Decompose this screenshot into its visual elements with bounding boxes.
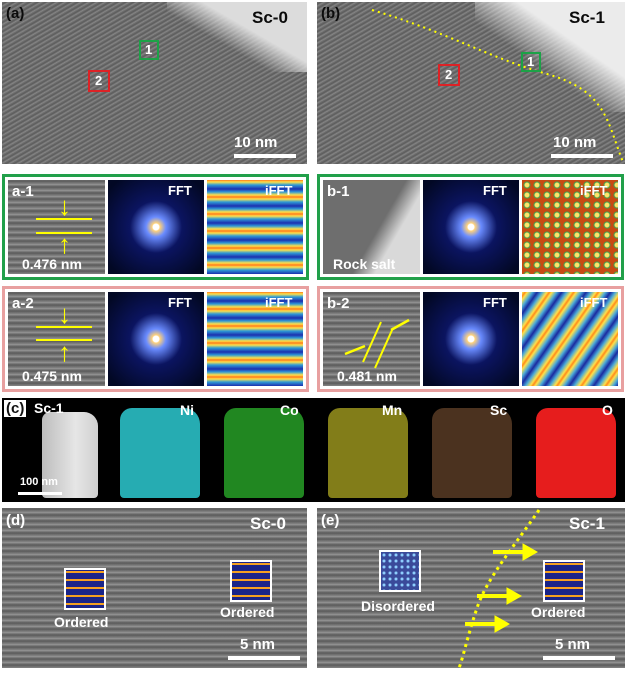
eds-map-co: Co bbox=[210, 398, 311, 502]
panel-e-image: (e) Sc-1 Disordered Ordered 5 nm bbox=[317, 508, 625, 668]
panel-d-label-left: Ordered bbox=[54, 614, 109, 630]
panel-e-scalebar-label: 5 nm bbox=[555, 636, 591, 653]
panel-b1-fft: FFT bbox=[423, 180, 519, 274]
panel-a-scalebar-label: 10 nm bbox=[234, 134, 278, 151]
panel-b-box-2: 2 bbox=[438, 64, 460, 86]
panel-b2-hrtem: b-2 0.481 nm bbox=[323, 292, 420, 386]
panel-a2-hrtem: a-2 ↓ ↑ 0.475 nm bbox=[8, 292, 105, 386]
panel-a1-hrtem: a-1 ↓ ↑ 0.476 nm bbox=[8, 180, 105, 274]
panel-b2-fft: FFT bbox=[423, 292, 519, 386]
panel-a2-fft: FFT bbox=[108, 292, 204, 386]
panel-d-label-right: Ordered bbox=[220, 604, 275, 620]
eds-label-o: O bbox=[602, 402, 613, 418]
panel-b-boundary-line bbox=[371, 9, 624, 163]
panel-e-sample: Sc-1 bbox=[569, 514, 605, 533]
panel-b-sample: Sc-1 bbox=[569, 8, 605, 27]
panel-a-scalebar bbox=[234, 154, 296, 158]
panel-a1-frame: a-1 ↓ ↑ 0.476 nm FFT iFFT bbox=[2, 174, 309, 280]
panel-e-label-right: Ordered bbox=[531, 604, 586, 620]
panel-e-arrows bbox=[465, 543, 539, 633]
panel-d-scalebar-label: 5 nm bbox=[240, 636, 276, 653]
panel-b-scalebar-label: 10 nm bbox=[553, 134, 597, 151]
panel-a-letter: (a) bbox=[6, 5, 25, 22]
panel-b-box-1: 1 bbox=[521, 52, 541, 72]
eds-map-ni: Ni bbox=[106, 398, 207, 502]
panel-d-scalebar bbox=[228, 656, 300, 660]
panel-d-sample: Sc-0 bbox=[250, 514, 286, 533]
panel-b-scalebar bbox=[551, 154, 613, 158]
panel-d-inset-right bbox=[230, 560, 272, 602]
eds-label-sc: Sc bbox=[490, 402, 508, 418]
eds-label-co: Co bbox=[280, 402, 299, 418]
panel-a1-ifft: iFFT bbox=[207, 180, 303, 274]
panel-b-letter: (b) bbox=[321, 5, 341, 22]
panel-a-sample: Sc-0 bbox=[252, 8, 288, 27]
panel-b2-frame: b-2 0.481 nm FFT iFFT bbox=[317, 286, 624, 392]
panel-e-scalebar bbox=[543, 656, 615, 660]
eds-label-mn: Mn bbox=[382, 402, 403, 418]
panel-a2-ifft: iFFT bbox=[207, 292, 303, 386]
panel-b1-ifft: iFFT bbox=[522, 180, 618, 274]
eds-map-sc: Sc bbox=[418, 398, 519, 502]
panel-b1-hrtem: b-1 Rock salt bbox=[323, 180, 420, 274]
panel-c: (c) Sc-1 100 nm Ni Co Mn Sc O bbox=[2, 398, 625, 502]
panel-e-label-left: Disordered bbox=[361, 598, 435, 614]
panel-a-image: (a) Sc-0 1 2 10 nm bbox=[2, 2, 307, 164]
panel-d-inset-left bbox=[64, 568, 106, 610]
panel-e-letter: (e) bbox=[321, 512, 340, 529]
panel-d-image: (d) Sc-0 Ordered Ordered 5 nm bbox=[2, 508, 307, 668]
panel-e-boundary-line bbox=[457, 509, 541, 668]
panel-a2-frame: a-2 ↓ ↑ 0.475 nm FFT iFFT bbox=[2, 286, 309, 392]
panel-c-haadf: (c) Sc-1 100 nm bbox=[2, 398, 103, 502]
panel-e-inset-right bbox=[543, 560, 585, 602]
eds-map-mn: Mn bbox=[314, 398, 415, 502]
panel-e-inset-left bbox=[379, 550, 421, 592]
eds-map-o: O bbox=[522, 398, 625, 502]
panel-a-box-2: 2 bbox=[88, 70, 110, 92]
panel-a1-fft: FFT bbox=[108, 180, 204, 274]
panel-b-image: (b) Sc-1 1 2 10 nm bbox=[317, 2, 625, 164]
panel-a-box-1: 1 bbox=[139, 40, 159, 60]
panel-b1-frame: b-1 Rock salt FFT iFFT bbox=[317, 174, 624, 280]
panel-b2-ifft: iFFT bbox=[522, 292, 618, 386]
eds-label-ni: Ni bbox=[180, 402, 194, 418]
panel-d-letter: (d) bbox=[6, 512, 26, 529]
